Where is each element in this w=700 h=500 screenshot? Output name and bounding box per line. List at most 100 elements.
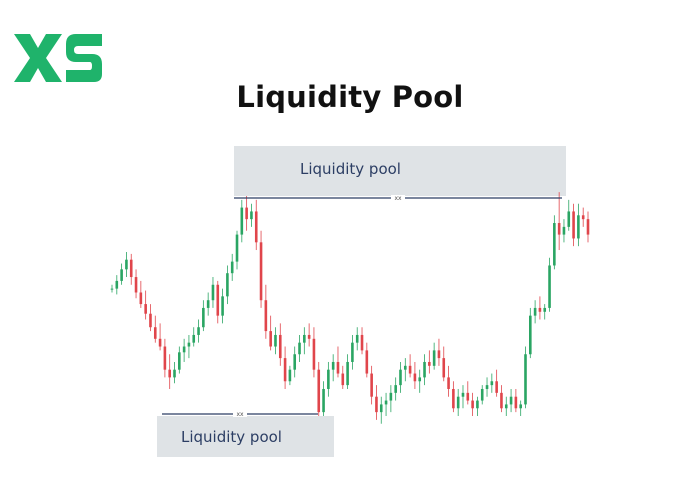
candle-body [278, 334, 282, 359]
candle-body [557, 223, 561, 235]
candle [581, 207, 585, 227]
candle-body [485, 385, 489, 389]
candle [413, 361, 417, 389]
candle-body [336, 361, 340, 374]
candle-body [202, 307, 205, 328]
candle-body [264, 300, 268, 332]
candle [370, 365, 373, 405]
candle-body [504, 404, 508, 409]
candle [230, 253, 234, 281]
candle-body [423, 361, 426, 378]
candle-body [476, 400, 479, 409]
candle [307, 323, 311, 347]
candle [129, 253, 133, 285]
candle-body [149, 313, 152, 328]
candle [557, 192, 561, 251]
candle [327, 361, 330, 397]
candle-body [129, 259, 133, 278]
candle-body [134, 277, 138, 293]
candle-body [221, 296, 224, 316]
candle [278, 323, 282, 366]
candle-body [216, 284, 220, 316]
candle-body [389, 392, 393, 401]
candle-body [533, 307, 537, 316]
candle [288, 365, 292, 386]
candle [538, 296, 542, 320]
candle [543, 304, 547, 320]
candle-body [250, 211, 253, 220]
candle [153, 315, 157, 343]
candle-body [365, 350, 369, 374]
candle [144, 290, 147, 320]
candle [245, 196, 248, 231]
candle [351, 334, 354, 370]
candle-body [399, 369, 402, 386]
candle [115, 275, 119, 295]
candle-body [524, 354, 527, 405]
candle-body [471, 400, 474, 409]
candle-body [120, 269, 123, 281]
candle-body [548, 265, 551, 308]
candle [476, 396, 479, 416]
candle-body [370, 373, 373, 397]
candle-body [327, 369, 330, 389]
candle [418, 369, 422, 393]
candle [168, 354, 171, 389]
candle-body [495, 381, 498, 393]
candle-body [355, 334, 359, 343]
candle [221, 288, 224, 324]
candle [283, 346, 287, 389]
candle [341, 365, 345, 389]
candle-body [312, 338, 316, 370]
candle-body [480, 388, 484, 401]
candle [471, 392, 474, 416]
candle-body [562, 226, 566, 235]
candle [158, 323, 162, 351]
candle [379, 396, 383, 424]
candle-body [226, 273, 229, 297]
candle [447, 365, 450, 397]
candle-body [115, 280, 119, 289]
liquidity-high-tag: xx [394, 195, 402, 202]
candle-body [538, 307, 542, 312]
candle-body [254, 211, 258, 243]
levels-group: xx xx [162, 195, 562, 418]
liquidity-low-tag: xx [236, 411, 244, 418]
candle [365, 342, 369, 378]
candle-body [581, 215, 585, 220]
candle-body [139, 292, 143, 305]
candle [577, 203, 580, 247]
candle-body [543, 307, 547, 312]
xs-logo [14, 34, 102, 82]
candle [509, 388, 513, 413]
candle-body [447, 377, 450, 389]
candle [355, 327, 359, 351]
candle [317, 361, 321, 416]
candle-body [428, 361, 431, 366]
candle-body [490, 381, 494, 386]
candle-body [509, 396, 513, 405]
candle [303, 327, 306, 355]
liquidity-pool-high-label: Liquidity pool [300, 160, 401, 178]
candle-body [206, 300, 210, 308]
candle-body [514, 396, 518, 409]
candle [192, 327, 196, 347]
candle [312, 327, 316, 378]
candle-body [192, 334, 196, 343]
candle-body [461, 392, 465, 397]
candle [423, 354, 426, 386]
candle-body [274, 334, 277, 347]
candle [293, 346, 297, 378]
candle-body [375, 396, 378, 413]
candle-body [240, 207, 244, 235]
candle-body [586, 219, 590, 235]
candle [553, 215, 556, 270]
candle-body [360, 334, 364, 351]
candle [586, 211, 590, 243]
candle [206, 292, 210, 316]
candle-body [187, 342, 191, 347]
candle [187, 334, 191, 359]
candle [226, 265, 229, 305]
candle [298, 334, 301, 362]
candle [259, 230, 263, 308]
